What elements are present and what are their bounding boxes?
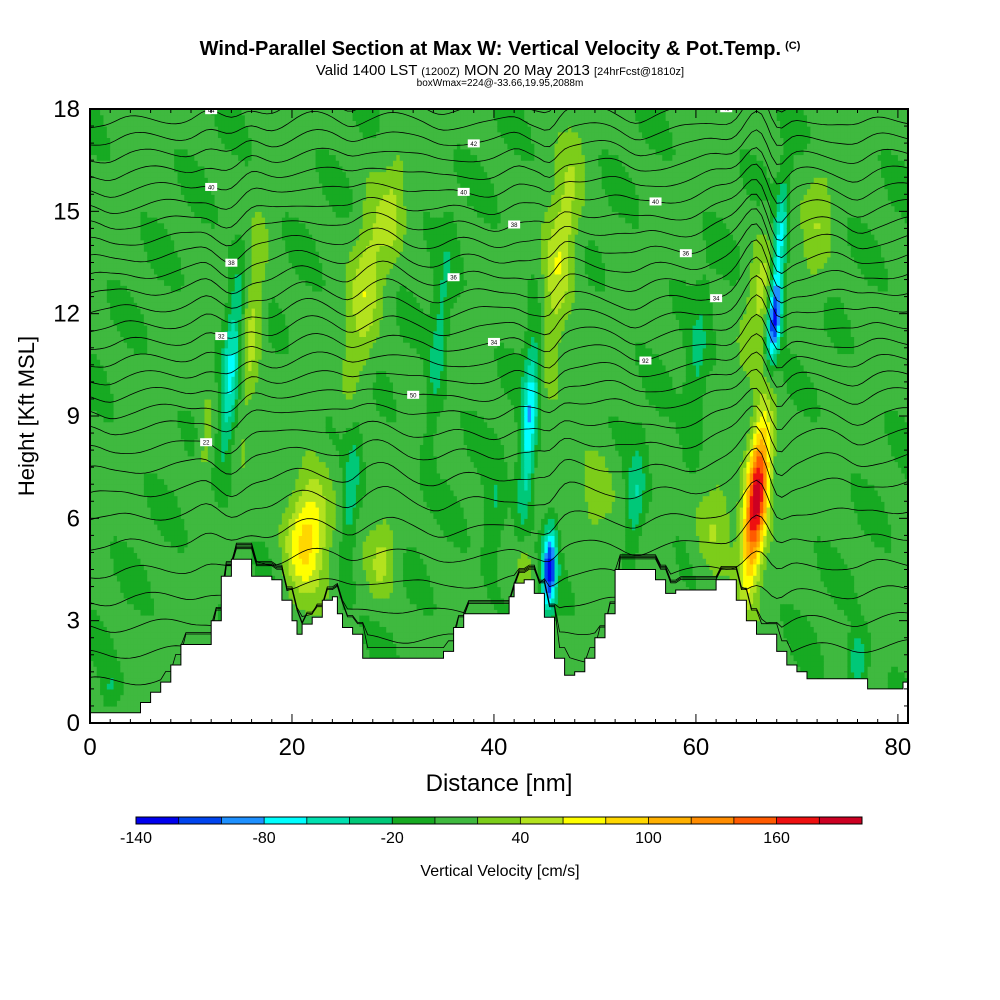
cross-section-chart: 2250923432343636383840404042464446 02040… [0, 0, 1000, 1000]
